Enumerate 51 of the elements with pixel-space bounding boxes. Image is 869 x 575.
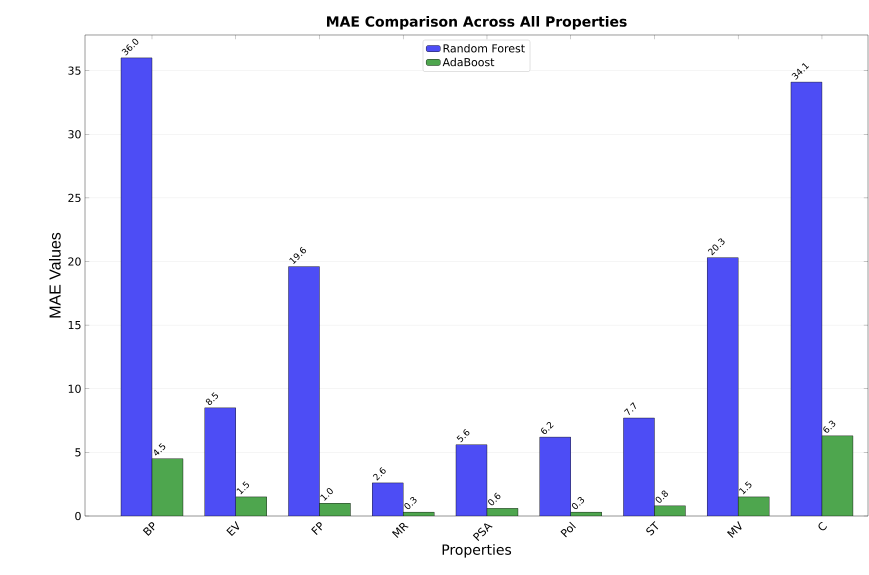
bar [236, 496, 267, 516]
bar [623, 418, 654, 516]
data-label: 7.7 [624, 402, 636, 416]
bar [822, 436, 854, 516]
x-tick-label: EV [226, 521, 240, 536]
y-tick-label: 20 [68, 257, 81, 266]
legend-label: AdaBoost [442, 58, 494, 66]
bar [152, 458, 183, 516]
data-label: 0.6 [488, 492, 500, 506]
bar [288, 266, 320, 516]
x-tick-label: MV [726, 521, 742, 538]
x-tick-label: PSA [472, 523, 493, 541]
bar [372, 482, 404, 516]
x-tick-label: C [818, 522, 827, 530]
y-tick-label: 35 [68, 66, 81, 75]
y-tick-label: 10 [68, 384, 81, 393]
bar [738, 496, 770, 516]
bar [456, 444, 487, 516]
data-label: 0.8 [656, 490, 668, 503]
data-label: 2.6 [372, 467, 386, 481]
data-label: 6.2 [541, 422, 554, 434]
data-label: 0.3 [404, 496, 417, 510]
x-axis-title: Properties [442, 544, 512, 558]
x-tick-label: ST [646, 521, 658, 536]
data-label: 0.3 [572, 496, 584, 510]
bar [204, 408, 236, 516]
bar [540, 437, 571, 516]
y-tick-label: 15 [68, 321, 81, 330]
y-axis-title: MAE Values [48, 232, 61, 318]
y-tick-label: 5 [75, 448, 81, 456]
data-label: 8.5 [206, 392, 218, 405]
data-label: 1.0 [320, 488, 333, 501]
data-label: 1.5 [236, 481, 249, 494]
x-tick-label: FP [311, 522, 322, 535]
bar [319, 503, 350, 516]
data-label: 6.3 [823, 420, 836, 433]
y-tick-label: 25 [68, 194, 81, 202]
y-tick-label: 0 [75, 512, 81, 520]
bar [790, 82, 822, 516]
y-tick-label: 30 [68, 130, 81, 138]
x-tick-label: Pol [560, 522, 576, 538]
chart-title: MAE Comparison Across All Properties [327, 16, 627, 30]
bar [654, 506, 686, 516]
x-tick-label: BP [142, 522, 154, 536]
data-label: 5.6 [456, 429, 470, 442]
bar [121, 58, 152, 516]
legend-label: Random Forest [444, 44, 525, 52]
data-label: 4.5 [154, 443, 166, 456]
data-label: 1.5 [739, 481, 752, 494]
x-tick-label: MR [392, 522, 409, 538]
bar [707, 258, 738, 516]
